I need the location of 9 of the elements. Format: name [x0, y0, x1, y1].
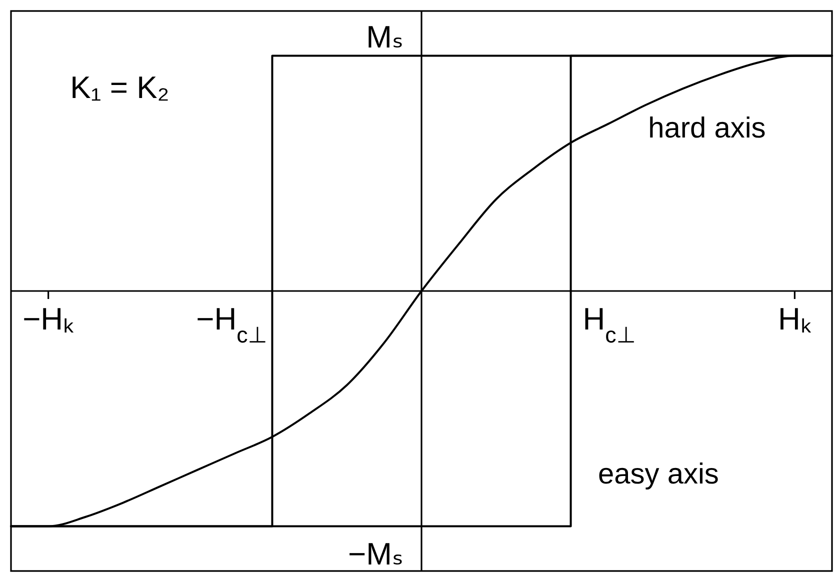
- annotation: H$_{c⊥}$: [582, 301, 636, 347]
- x-tick-label: −Hₖ: [22, 301, 74, 336]
- annotation: Mₛ: [366, 20, 404, 55]
- series-label: easy axis: [598, 458, 719, 491]
- series-label: hard axis: [648, 112, 766, 145]
- x-tick-label: Hₖ: [778, 301, 812, 336]
- annotation: K₁ = K₂: [70, 70, 170, 105]
- annotation: −H$_{c⊥}$: [196, 301, 268, 347]
- annotation: −Mₛ: [348, 536, 404, 572]
